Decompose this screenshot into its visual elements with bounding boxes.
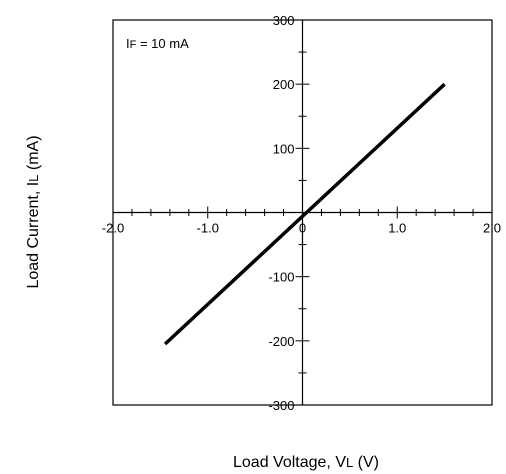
y-axis-title: Load Current, IL (mA) — [25, 135, 42, 288]
y-tick-label: -300 — [268, 398, 294, 413]
x-axis-title: Load Voltage, VL (V) — [233, 454, 379, 471]
ticks — [112, 19, 493, 406]
y-tick-label: 100 — [273, 141, 295, 156]
annotation-text: IF = 10 mA — [126, 36, 189, 51]
tick-labels: -2.0 -1.0 0 1.0 2.0 300 200 100 -100 -200 -300 — [102, 13, 501, 413]
y-tick-label: 300 — [273, 13, 295, 28]
x-tick-label: -1.0 — [197, 221, 219, 236]
y-tick-label: -200 — [268, 334, 294, 349]
y-tick-label: -100 — [268, 270, 294, 285]
x-tick-label: 1.0 — [388, 221, 406, 236]
x-tick-label: 0 — [299, 221, 306, 236]
y-tick-label: 200 — [273, 77, 295, 92]
x-tick-label: 2.0 — [483, 221, 501, 236]
x-tick-label: -2.0 — [102, 221, 124, 236]
series-line — [163, 82, 446, 346]
